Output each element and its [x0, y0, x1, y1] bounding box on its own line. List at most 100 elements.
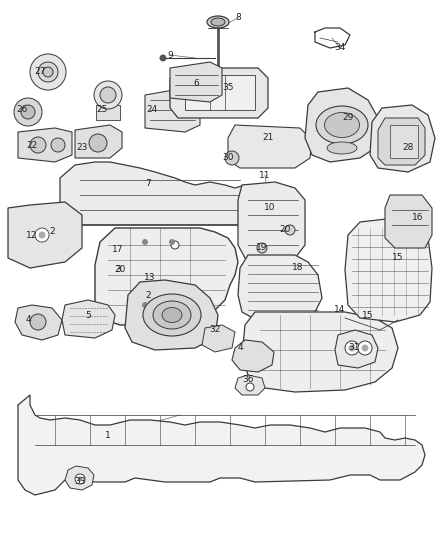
Text: 30: 30 [222, 154, 234, 163]
Circle shape [225, 151, 239, 165]
Circle shape [14, 98, 42, 126]
Text: 2: 2 [49, 228, 55, 237]
Circle shape [78, 477, 82, 481]
Circle shape [358, 341, 372, 355]
Polygon shape [390, 125, 418, 158]
Ellipse shape [162, 308, 182, 322]
Polygon shape [185, 75, 255, 110]
Text: 26: 26 [16, 106, 28, 115]
Text: 10: 10 [264, 204, 276, 213]
Circle shape [142, 239, 148, 245]
Circle shape [171, 304, 179, 312]
Circle shape [142, 303, 148, 308]
Text: 20: 20 [114, 265, 126, 274]
Circle shape [257, 243, 267, 253]
Circle shape [362, 345, 368, 351]
Circle shape [89, 134, 107, 152]
Polygon shape [62, 300, 115, 338]
Circle shape [94, 81, 122, 109]
Polygon shape [18, 128, 72, 162]
Ellipse shape [316, 106, 368, 144]
Circle shape [38, 62, 58, 82]
Text: 9: 9 [167, 51, 173, 60]
Text: 16: 16 [412, 214, 424, 222]
Text: 1: 1 [105, 431, 111, 440]
Text: 14: 14 [334, 305, 346, 314]
Circle shape [160, 55, 166, 61]
Text: 4: 4 [25, 316, 31, 325]
Text: 29: 29 [343, 114, 354, 123]
Text: 35: 35 [222, 84, 234, 93]
Ellipse shape [153, 301, 191, 329]
Polygon shape [232, 340, 274, 372]
Polygon shape [202, 325, 235, 352]
Text: 32: 32 [209, 326, 221, 335]
Polygon shape [18, 395, 425, 495]
Text: 15: 15 [392, 254, 404, 262]
Text: 23: 23 [76, 143, 88, 152]
Polygon shape [378, 118, 425, 165]
Text: 15: 15 [362, 311, 374, 319]
Circle shape [30, 314, 46, 330]
Polygon shape [370, 105, 435, 172]
Polygon shape [238, 255, 322, 322]
Circle shape [170, 239, 174, 245]
Circle shape [51, 138, 65, 152]
Text: 22: 22 [26, 141, 38, 149]
Text: 36: 36 [242, 376, 254, 384]
Polygon shape [75, 125, 122, 158]
Text: 25: 25 [96, 106, 108, 115]
Polygon shape [96, 105, 120, 120]
Polygon shape [60, 162, 265, 225]
Text: 3: 3 [115, 265, 121, 274]
Ellipse shape [143, 294, 201, 336]
Ellipse shape [325, 112, 360, 138]
Circle shape [43, 67, 53, 77]
Polygon shape [145, 88, 200, 132]
Text: 7: 7 [145, 179, 151, 188]
Circle shape [21, 105, 35, 119]
Text: 4: 4 [237, 343, 243, 352]
Text: 19: 19 [256, 244, 268, 253]
Ellipse shape [211, 18, 225, 26]
Circle shape [35, 228, 49, 242]
Circle shape [30, 54, 66, 90]
Text: 28: 28 [403, 143, 413, 152]
Polygon shape [170, 68, 268, 118]
Polygon shape [170, 62, 222, 102]
Polygon shape [228, 125, 312, 168]
Circle shape [345, 341, 359, 355]
Ellipse shape [327, 142, 357, 154]
Text: 24: 24 [146, 106, 158, 115]
Polygon shape [15, 305, 62, 340]
Polygon shape [385, 195, 432, 248]
Polygon shape [125, 280, 218, 350]
Text: 6: 6 [193, 78, 199, 87]
Circle shape [39, 232, 45, 238]
Circle shape [246, 383, 254, 391]
Text: 11: 11 [259, 171, 271, 180]
Polygon shape [345, 218, 432, 322]
Text: 33: 33 [74, 478, 86, 487]
Polygon shape [65, 466, 94, 490]
Polygon shape [305, 88, 378, 162]
Text: 8: 8 [235, 13, 241, 22]
Polygon shape [238, 182, 305, 265]
Text: 12: 12 [26, 230, 38, 239]
Circle shape [170, 303, 174, 308]
Text: 34: 34 [334, 44, 346, 52]
Text: 27: 27 [34, 68, 46, 77]
Text: 31: 31 [348, 343, 360, 352]
Text: 17: 17 [112, 246, 124, 254]
Circle shape [285, 225, 295, 235]
Polygon shape [8, 202, 82, 268]
Text: 20: 20 [279, 225, 291, 235]
Circle shape [30, 137, 46, 153]
Circle shape [171, 241, 179, 249]
Text: 5: 5 [85, 311, 91, 319]
Text: 13: 13 [144, 273, 156, 282]
Circle shape [100, 87, 116, 103]
Circle shape [349, 345, 355, 351]
Text: 18: 18 [292, 263, 304, 272]
Polygon shape [95, 228, 238, 325]
